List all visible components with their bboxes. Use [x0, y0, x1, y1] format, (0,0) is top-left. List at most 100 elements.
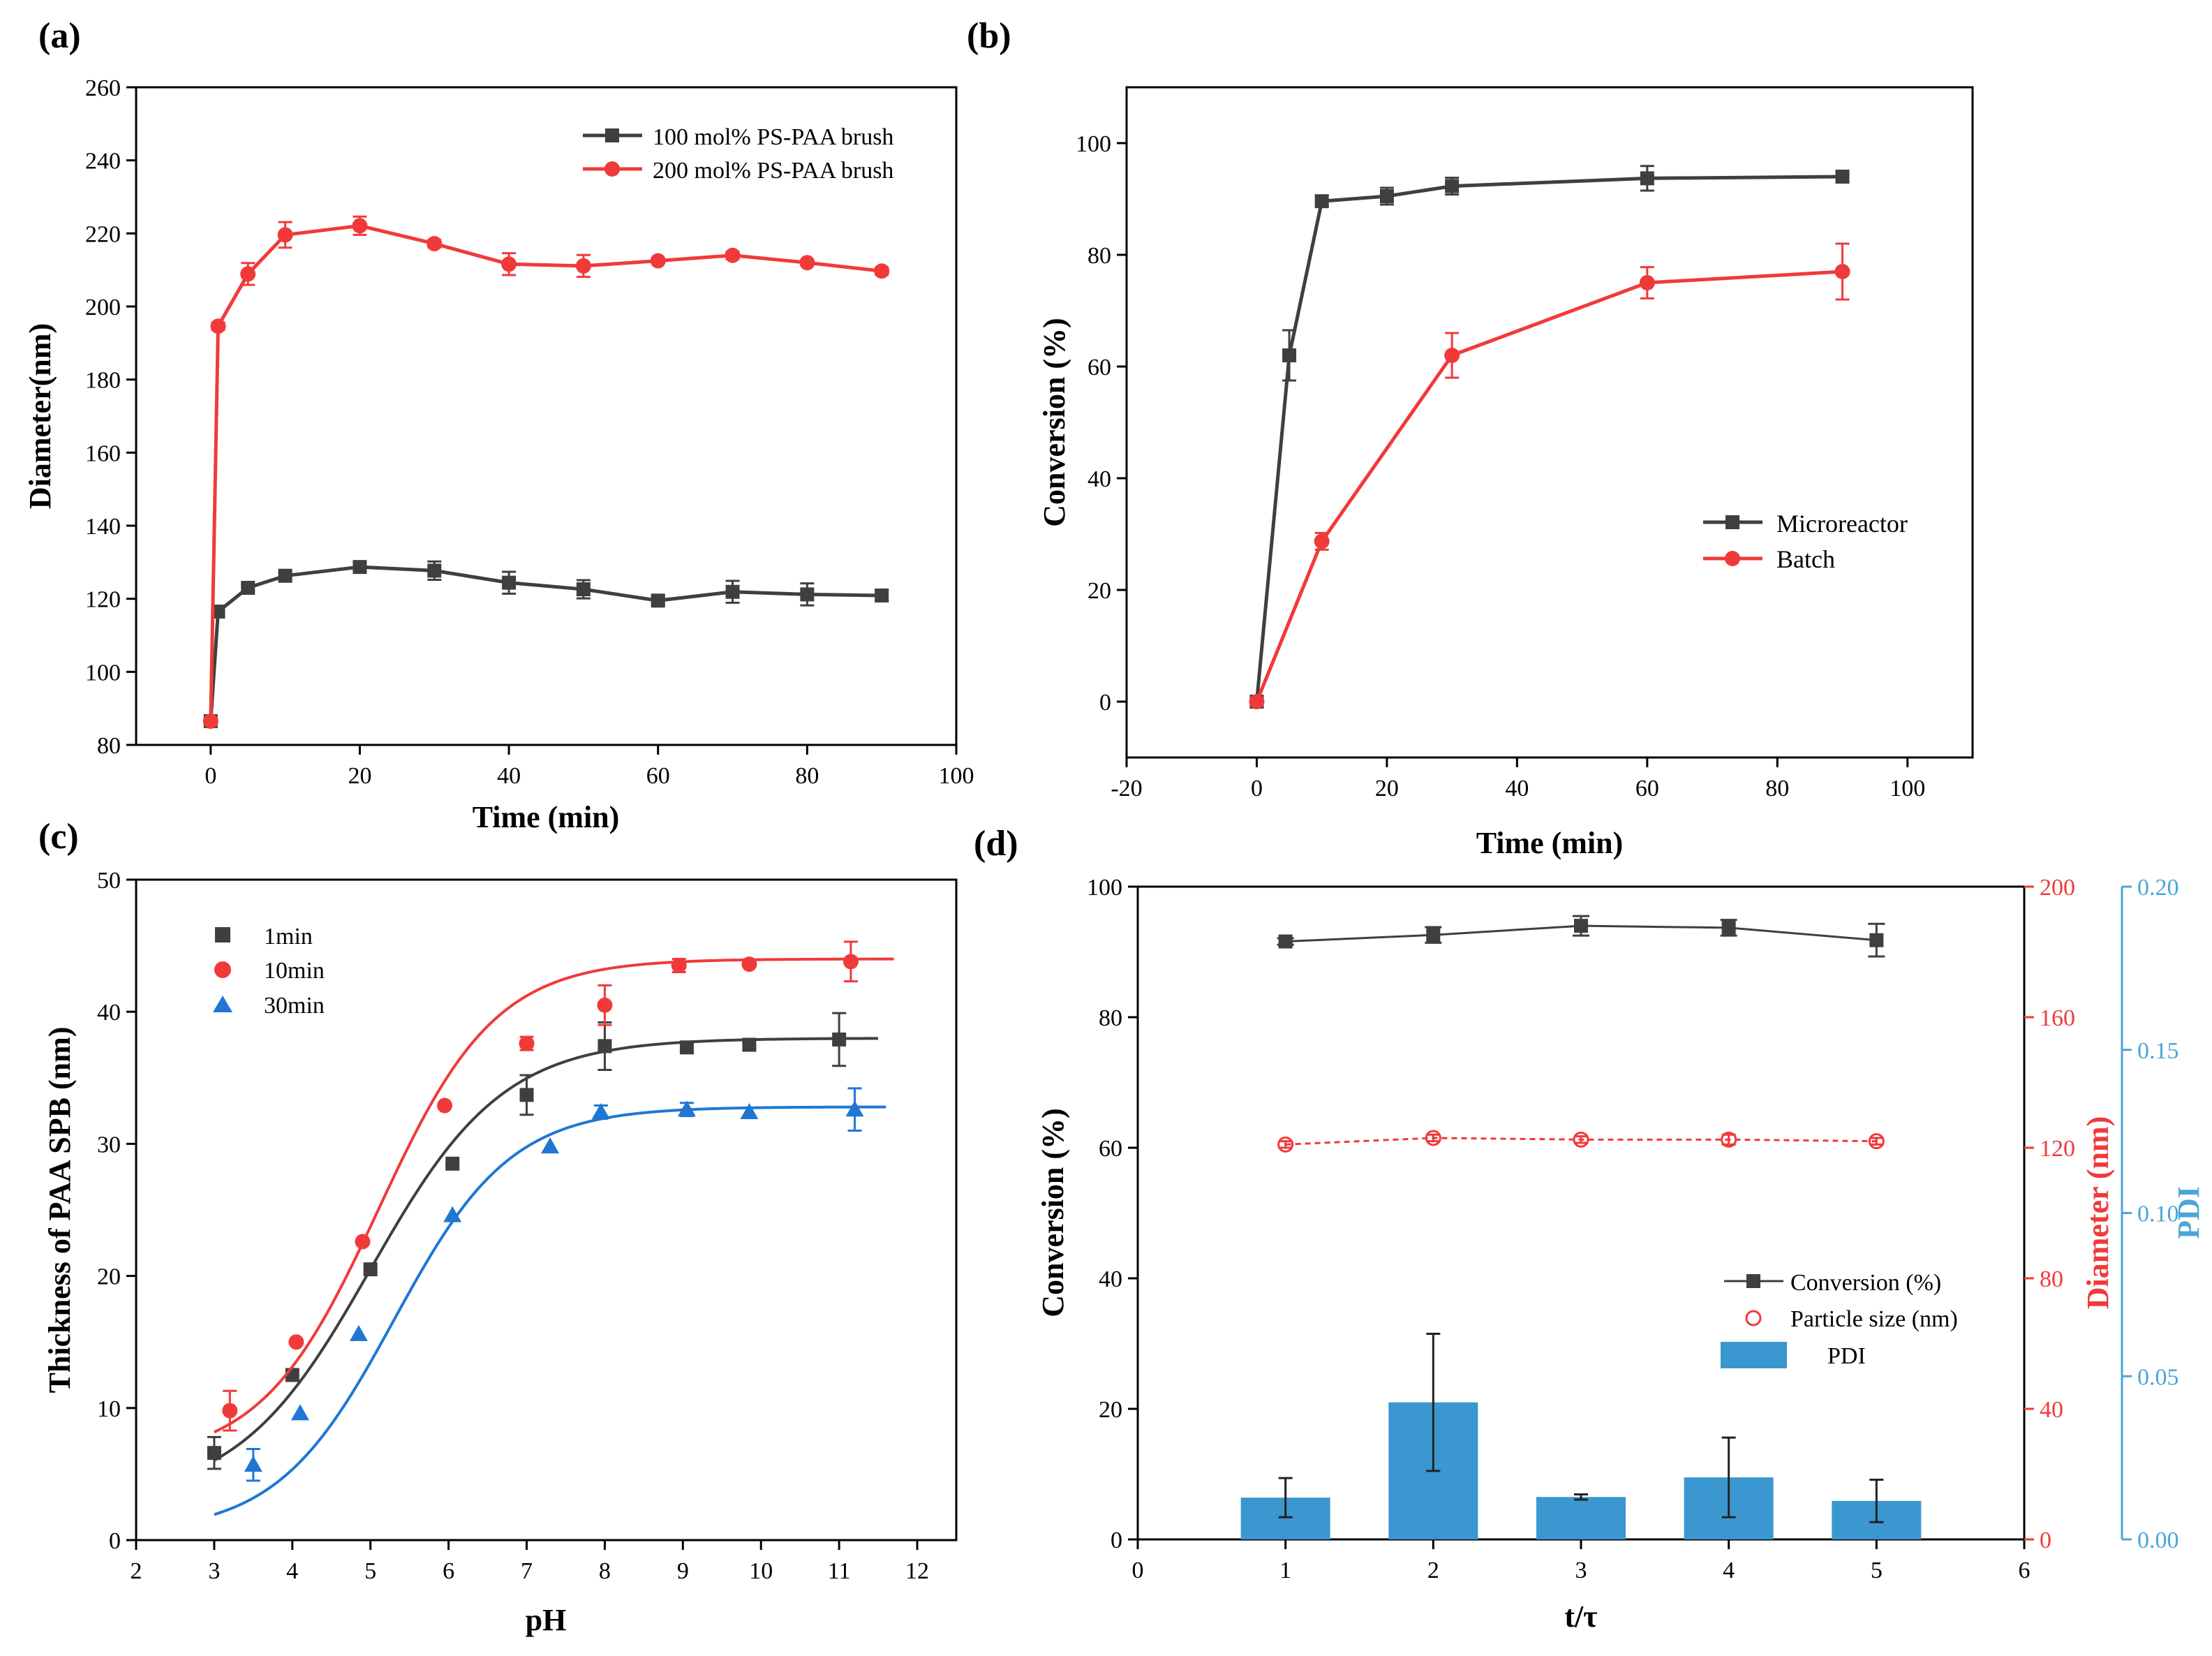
- data-point-c-0: [363, 1262, 378, 1277]
- panel-b: -20 0 20 40 60 80 100 0 20 40 60 80 100 Time (min) C…: [1037, 86, 1974, 860]
- legend-marker-a-0: [605, 128, 619, 142]
- y-tick-label-b: 40: [1088, 466, 1111, 492]
- data-point-c-1: [288, 1334, 304, 1350]
- data-point-c-0: [519, 1088, 534, 1102]
- legend-label-c-1: 10min: [264, 958, 325, 984]
- data-point-a-1: [210, 318, 226, 334]
- data-point-conversion: [1574, 919, 1588, 933]
- x-tick-label-b: 100: [1890, 776, 1925, 801]
- legend-marker-a-1: [604, 161, 620, 177]
- legend-marker-d-2: [1721, 1342, 1787, 1368]
- y-tick-label-d: 60: [1099, 1136, 1122, 1162]
- y-tick-label-c: 40: [97, 1000, 121, 1026]
- series-line-a-1: [209, 223, 882, 722]
- x-axis-title-d: t/τ: [1564, 1599, 1597, 1634]
- y-tick-label-a: 180: [85, 368, 121, 394]
- series-c: [207, 940, 894, 1516]
- data-point-b-1: [1639, 275, 1655, 290]
- legend-marker-c-0: [215, 927, 230, 942]
- x-tick-label-d: 1: [1279, 1558, 1291, 1583]
- y3-tick-label-d: 0.10: [2137, 1202, 2179, 1227]
- data-point-b-0: [1835, 170, 1850, 184]
- legend-label-a-0: 100 mol% PS-PAA brush: [653, 124, 893, 150]
- axis-ticks-c: 2 3 4 5 6 7 8 9 10 11 12 0 10 20 30 40 50: [97, 868, 929, 1584]
- axis-ticks-d: 0 1 2 3 4 5 6020406080100040801201602000.000.0…: [1087, 875, 2179, 1583]
- x-tick-label-a: 60: [646, 763, 670, 789]
- x-tick-label-c: 9: [677, 1558, 689, 1584]
- legend-marker-d-1: [1745, 1310, 1762, 1326]
- data-point-c-1: [437, 1097, 453, 1114]
- y-tick-label-a: 100: [85, 660, 121, 686]
- data-point-particle-size: [1868, 1133, 1885, 1150]
- y-tick-label-b: 60: [1088, 355, 1111, 380]
- x-tick-label-d: 4: [1723, 1558, 1735, 1583]
- x-tick-label-a: 0: [205, 763, 216, 789]
- data-point-a-0: [502, 575, 517, 590]
- x-axis-title-b: Time (min): [1476, 826, 1624, 860]
- panel-label-d: (d): [974, 824, 1018, 864]
- panel-label-a: (a): [38, 16, 81, 56]
- y-axis-title-a: Diameter(nm): [23, 323, 57, 509]
- x-axis-title-c: pH: [526, 1603, 567, 1637]
- y-tick-label-a: 260: [85, 75, 121, 101]
- x-tick-label-b: 40: [1505, 776, 1529, 801]
- data-point-a-0: [241, 580, 255, 595]
- data-point-conversion: [1869, 933, 1884, 947]
- y2-tick-label-d: 80: [2040, 1266, 2063, 1292]
- x-tick-label-c: 7: [521, 1558, 533, 1584]
- legend-label-b-0: Microreactor: [1776, 510, 1908, 538]
- data-point-c-2: [349, 1324, 368, 1341]
- y-tick-label-a: 140: [85, 514, 121, 540]
- series-b: [1249, 165, 1850, 709]
- x-tick-label-a: 100: [939, 763, 974, 789]
- data-point-particle-size: [1573, 1131, 1589, 1148]
- y3-tick-label-d: 0.15: [2137, 1038, 2179, 1064]
- x-tick-label-c: 8: [599, 1558, 611, 1584]
- legend-d: Conversion (%) Particle size (nm) PDI: [1721, 1270, 1958, 1369]
- data-point-a-1: [277, 227, 293, 243]
- y-tick-label-d: 100: [1087, 875, 1122, 901]
- data-point-c-2: [291, 1404, 309, 1421]
- data-point-b-0: [1282, 348, 1297, 362]
- y-tick-label-a: 160: [85, 441, 121, 466]
- data-point-a-1: [240, 266, 256, 282]
- fit-curve-c-1: [214, 957, 894, 1434]
- legend-label-c-2: 30min: [264, 993, 325, 1019]
- data-point-c-1: [597, 997, 613, 1013]
- data-point-c-1: [519, 1035, 535, 1051]
- fit-curve-c-0: [213, 1037, 879, 1462]
- panel-a: 0 20 40 60 80 100 80 100 120 140 160 180 200 220 240 26…: [23, 75, 974, 834]
- y-tick-label-a: 200: [85, 295, 121, 320]
- data-point-c-1: [843, 954, 859, 970]
- y-tick-label-b: 80: [1088, 243, 1111, 269]
- y-tick-label-a: 220: [85, 221, 121, 247]
- y-tick-label-d: 40: [1099, 1266, 1122, 1292]
- legend-marker-c-2: [213, 996, 232, 1012]
- data-point-b-0: [1314, 194, 1329, 209]
- y-tick-label-d: 20: [1099, 1397, 1122, 1423]
- y-tick-label-b: 20: [1088, 578, 1111, 604]
- fit-curve-c-2: [214, 1105, 886, 1516]
- pdi-bar: [1536, 1497, 1626, 1539]
- x-tick-label-b: 20: [1375, 776, 1399, 801]
- panel-label-b: (b): [967, 16, 1011, 56]
- x-tick-label-a: 80: [795, 763, 819, 789]
- plot-frame-a: [135, 86, 958, 746]
- data-point-a-1: [426, 235, 443, 251]
- data-point-particle-size: [1721, 1131, 1737, 1148]
- legend-marker-c-1: [214, 961, 231, 978]
- data-point-c-2: [443, 1206, 462, 1222]
- legend-marker-b-1: [1725, 551, 1740, 566]
- plot-frame-b: [1125, 86, 1974, 759]
- legend-label-d-0: Conversion (%): [1790, 1270, 1941, 1296]
- data-point-a-0: [800, 587, 815, 602]
- y2-tick-label-d: 200: [2040, 875, 2075, 901]
- data-point-b-1: [1834, 264, 1850, 279]
- data-point-c-2: [740, 1102, 759, 1119]
- data-point-a-0: [576, 582, 591, 597]
- data-point-c-0: [207, 1446, 221, 1461]
- data-point-a-0: [427, 563, 442, 578]
- data-point-a-0: [211, 604, 225, 619]
- y2-axis-title-d: Diameter (nm): [2081, 1116, 2115, 1310]
- y2-tick-label-d: 0: [2040, 1528, 2051, 1553]
